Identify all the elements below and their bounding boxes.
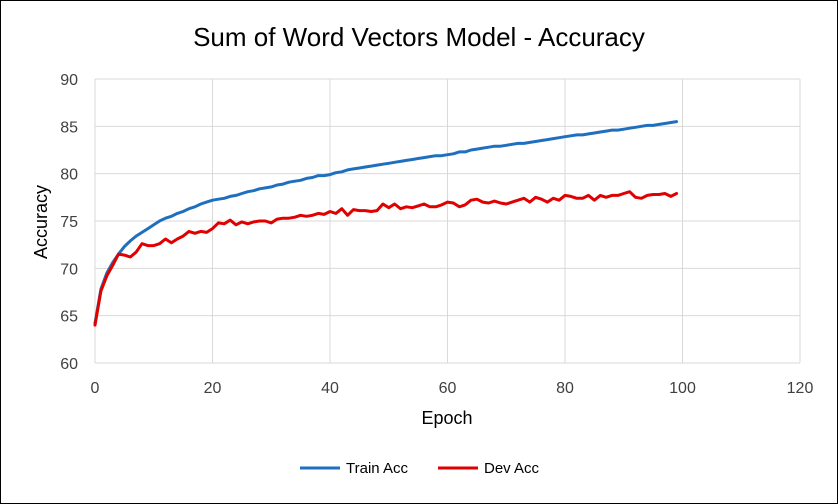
x-tick-label: 60 xyxy=(439,380,457,397)
x-tick-label: 20 xyxy=(204,380,222,397)
x-tick-label: 0 xyxy=(91,380,100,397)
x-axis-ticks: 0 20 40 60 80 100 120 xyxy=(91,380,814,397)
y-tick-label: 85 xyxy=(60,119,78,136)
legend: Train Acc Dev Acc xyxy=(300,460,540,477)
series-line-0 xyxy=(93,120,679,325)
legend-label-1: Dev Acc xyxy=(484,460,540,477)
y-tick-label: 60 xyxy=(60,356,78,373)
series-line-1 xyxy=(93,190,679,327)
legend-label-0: Train Acc xyxy=(346,460,408,477)
grid xyxy=(94,78,801,364)
series-lines xyxy=(93,120,679,327)
x-tick-label: 100 xyxy=(669,380,696,397)
y-tick-label: 80 xyxy=(60,167,78,184)
y-axis-ticks: 60 65 70 75 80 85 90 xyxy=(60,72,78,373)
y-tick-label: 90 xyxy=(60,72,78,89)
x-axis-title: Epoch xyxy=(421,408,472,428)
x-tick-label: 80 xyxy=(556,380,574,397)
x-tick-label: 120 xyxy=(787,380,814,397)
chart-title: Sum of Word Vectors Model - Accuracy xyxy=(193,22,645,52)
y-tick-label: 70 xyxy=(60,261,78,278)
y-axis-title: Accuracy xyxy=(31,185,51,259)
y-tick-label: 75 xyxy=(60,214,78,231)
y-tick-label: 65 xyxy=(60,309,78,326)
x-tick-label: 40 xyxy=(321,380,339,397)
